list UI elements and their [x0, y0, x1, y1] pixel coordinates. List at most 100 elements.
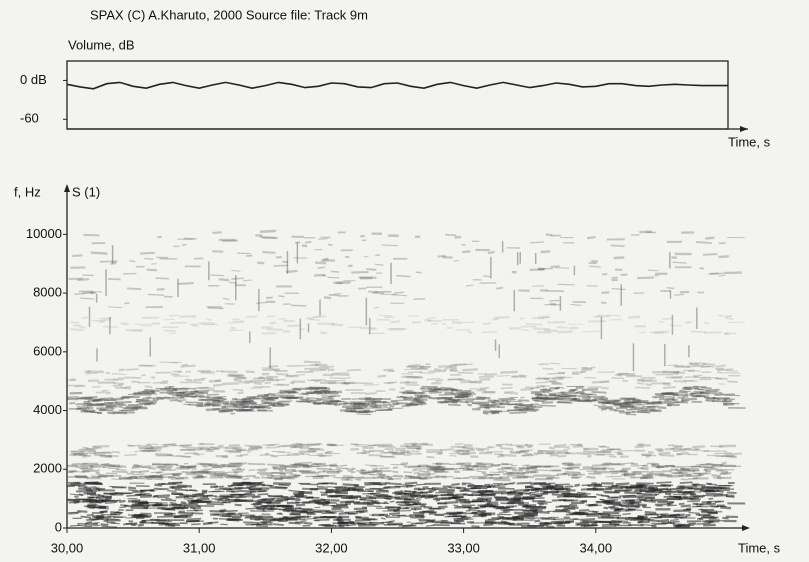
texture-stroke: [318, 239, 327, 240]
texture-stroke: [265, 453, 269, 454]
texture-stroke: [483, 413, 489, 414]
texture-stroke: [471, 526, 479, 527]
texture-stroke: [171, 505, 182, 506]
texture-stroke: [310, 466, 327, 467]
texture-stroke: [453, 505, 458, 506]
texture-stroke: [138, 525, 144, 526]
texture-stroke: [352, 399, 360, 400]
texture-stroke: [708, 484, 718, 485]
texture-stroke: [587, 456, 591, 457]
texture-stroke: [637, 383, 644, 384]
texture-stroke: [483, 411, 495, 412]
texture-stroke: [589, 511, 599, 512]
texture-stroke: [91, 253, 108, 254]
texture-stroke: [180, 445, 193, 446]
texture-stroke: [379, 515, 385, 516]
x-axis-label: Time, s: [738, 540, 781, 555]
texture-stroke: [339, 491, 349, 492]
texture-stroke: [127, 473, 134, 474]
texture-stroke: [187, 519, 202, 520]
texture-stroke: [668, 445, 675, 446]
texture-stroke: [530, 242, 544, 243]
texture-stroke: [378, 490, 388, 491]
texture-stroke: [549, 300, 559, 301]
texture-stroke: [499, 508, 506, 509]
texture-stroke: [551, 266, 560, 267]
texture-stroke: [326, 444, 337, 445]
texture-stroke: [340, 465, 348, 466]
texture-stroke: [609, 522, 622, 523]
texture-stroke: [456, 468, 469, 469]
texture-stroke: [177, 485, 192, 486]
texture-stroke: [128, 490, 138, 491]
texture-stroke: [721, 463, 726, 464]
texture-stroke: [125, 377, 141, 378]
texture-stroke: [717, 372, 722, 373]
texture-stroke: [728, 322, 745, 323]
texture-stroke: [694, 489, 704, 490]
texture-stroke: [427, 318, 435, 319]
texture-stroke: [542, 317, 551, 318]
texture-stroke: [140, 365, 156, 366]
texture-stroke: [215, 380, 221, 381]
texture-stroke: [498, 516, 505, 517]
texture-stroke: [112, 374, 127, 375]
texture-stroke: [604, 508, 609, 509]
texture-stroke: [481, 495, 495, 496]
texture-stroke: [698, 390, 710, 391]
texture-stroke: [467, 405, 471, 406]
texture-stroke: [257, 395, 269, 396]
texture-stroke: [716, 456, 726, 457]
texture-stroke: [86, 519, 99, 520]
texture-stroke: [315, 263, 326, 264]
texture-stroke: [326, 511, 344, 512]
texture-stroke: [379, 468, 389, 469]
texture-stroke: [501, 493, 512, 494]
texture-stroke: [238, 409, 245, 410]
texture-stroke: [710, 273, 719, 274]
texture-stroke: [208, 522, 219, 523]
texture-stroke: [108, 307, 122, 308]
texture-stroke: [582, 331, 599, 332]
texture-stroke: [428, 398, 441, 399]
texture-stroke: [457, 391, 472, 392]
texture-stroke: [598, 403, 616, 404]
texture-stroke: [156, 388, 171, 389]
texture-stroke: [302, 245, 307, 246]
texture-stroke: [171, 478, 188, 479]
texture-stroke: [187, 382, 202, 383]
y-tick-label: 0 dB: [20, 72, 47, 87]
texture-stroke: [724, 316, 732, 317]
texture-stroke: [105, 502, 116, 503]
texture-stroke: [645, 512, 656, 513]
texture-stroke: [210, 400, 223, 401]
texture-stroke: [529, 498, 544, 499]
texture-stroke: [429, 391, 437, 392]
y-tick-label: 4000: [33, 402, 62, 417]
texture-stroke: [666, 490, 671, 491]
texture-stroke: [153, 382, 168, 383]
texture-stroke: [273, 265, 288, 266]
texture-stroke: [645, 380, 653, 381]
texture-stroke: [484, 392, 495, 393]
texture-stroke: [207, 319, 212, 320]
texture-stroke: [84, 525, 100, 526]
texture-stroke: [347, 370, 361, 371]
texture-stroke: [225, 472, 235, 473]
texture-stroke: [147, 270, 157, 271]
texture-stroke: [540, 524, 546, 525]
texture-stroke: [533, 328, 550, 329]
texture-stroke: [313, 476, 322, 477]
texture-stroke: [628, 406, 633, 407]
texture-stroke: [352, 468, 356, 469]
texture-stroke: [175, 490, 188, 491]
texture-stroke: [321, 499, 326, 500]
texture-stroke: [164, 397, 181, 398]
texture-stroke: [80, 465, 93, 466]
texture-stroke: [557, 402, 573, 403]
texture-stroke: [279, 445, 292, 446]
texture-stroke: [178, 283, 194, 284]
texture-stroke: [180, 397, 184, 398]
texture-stroke: [206, 409, 220, 410]
texture-stroke: [203, 469, 212, 470]
